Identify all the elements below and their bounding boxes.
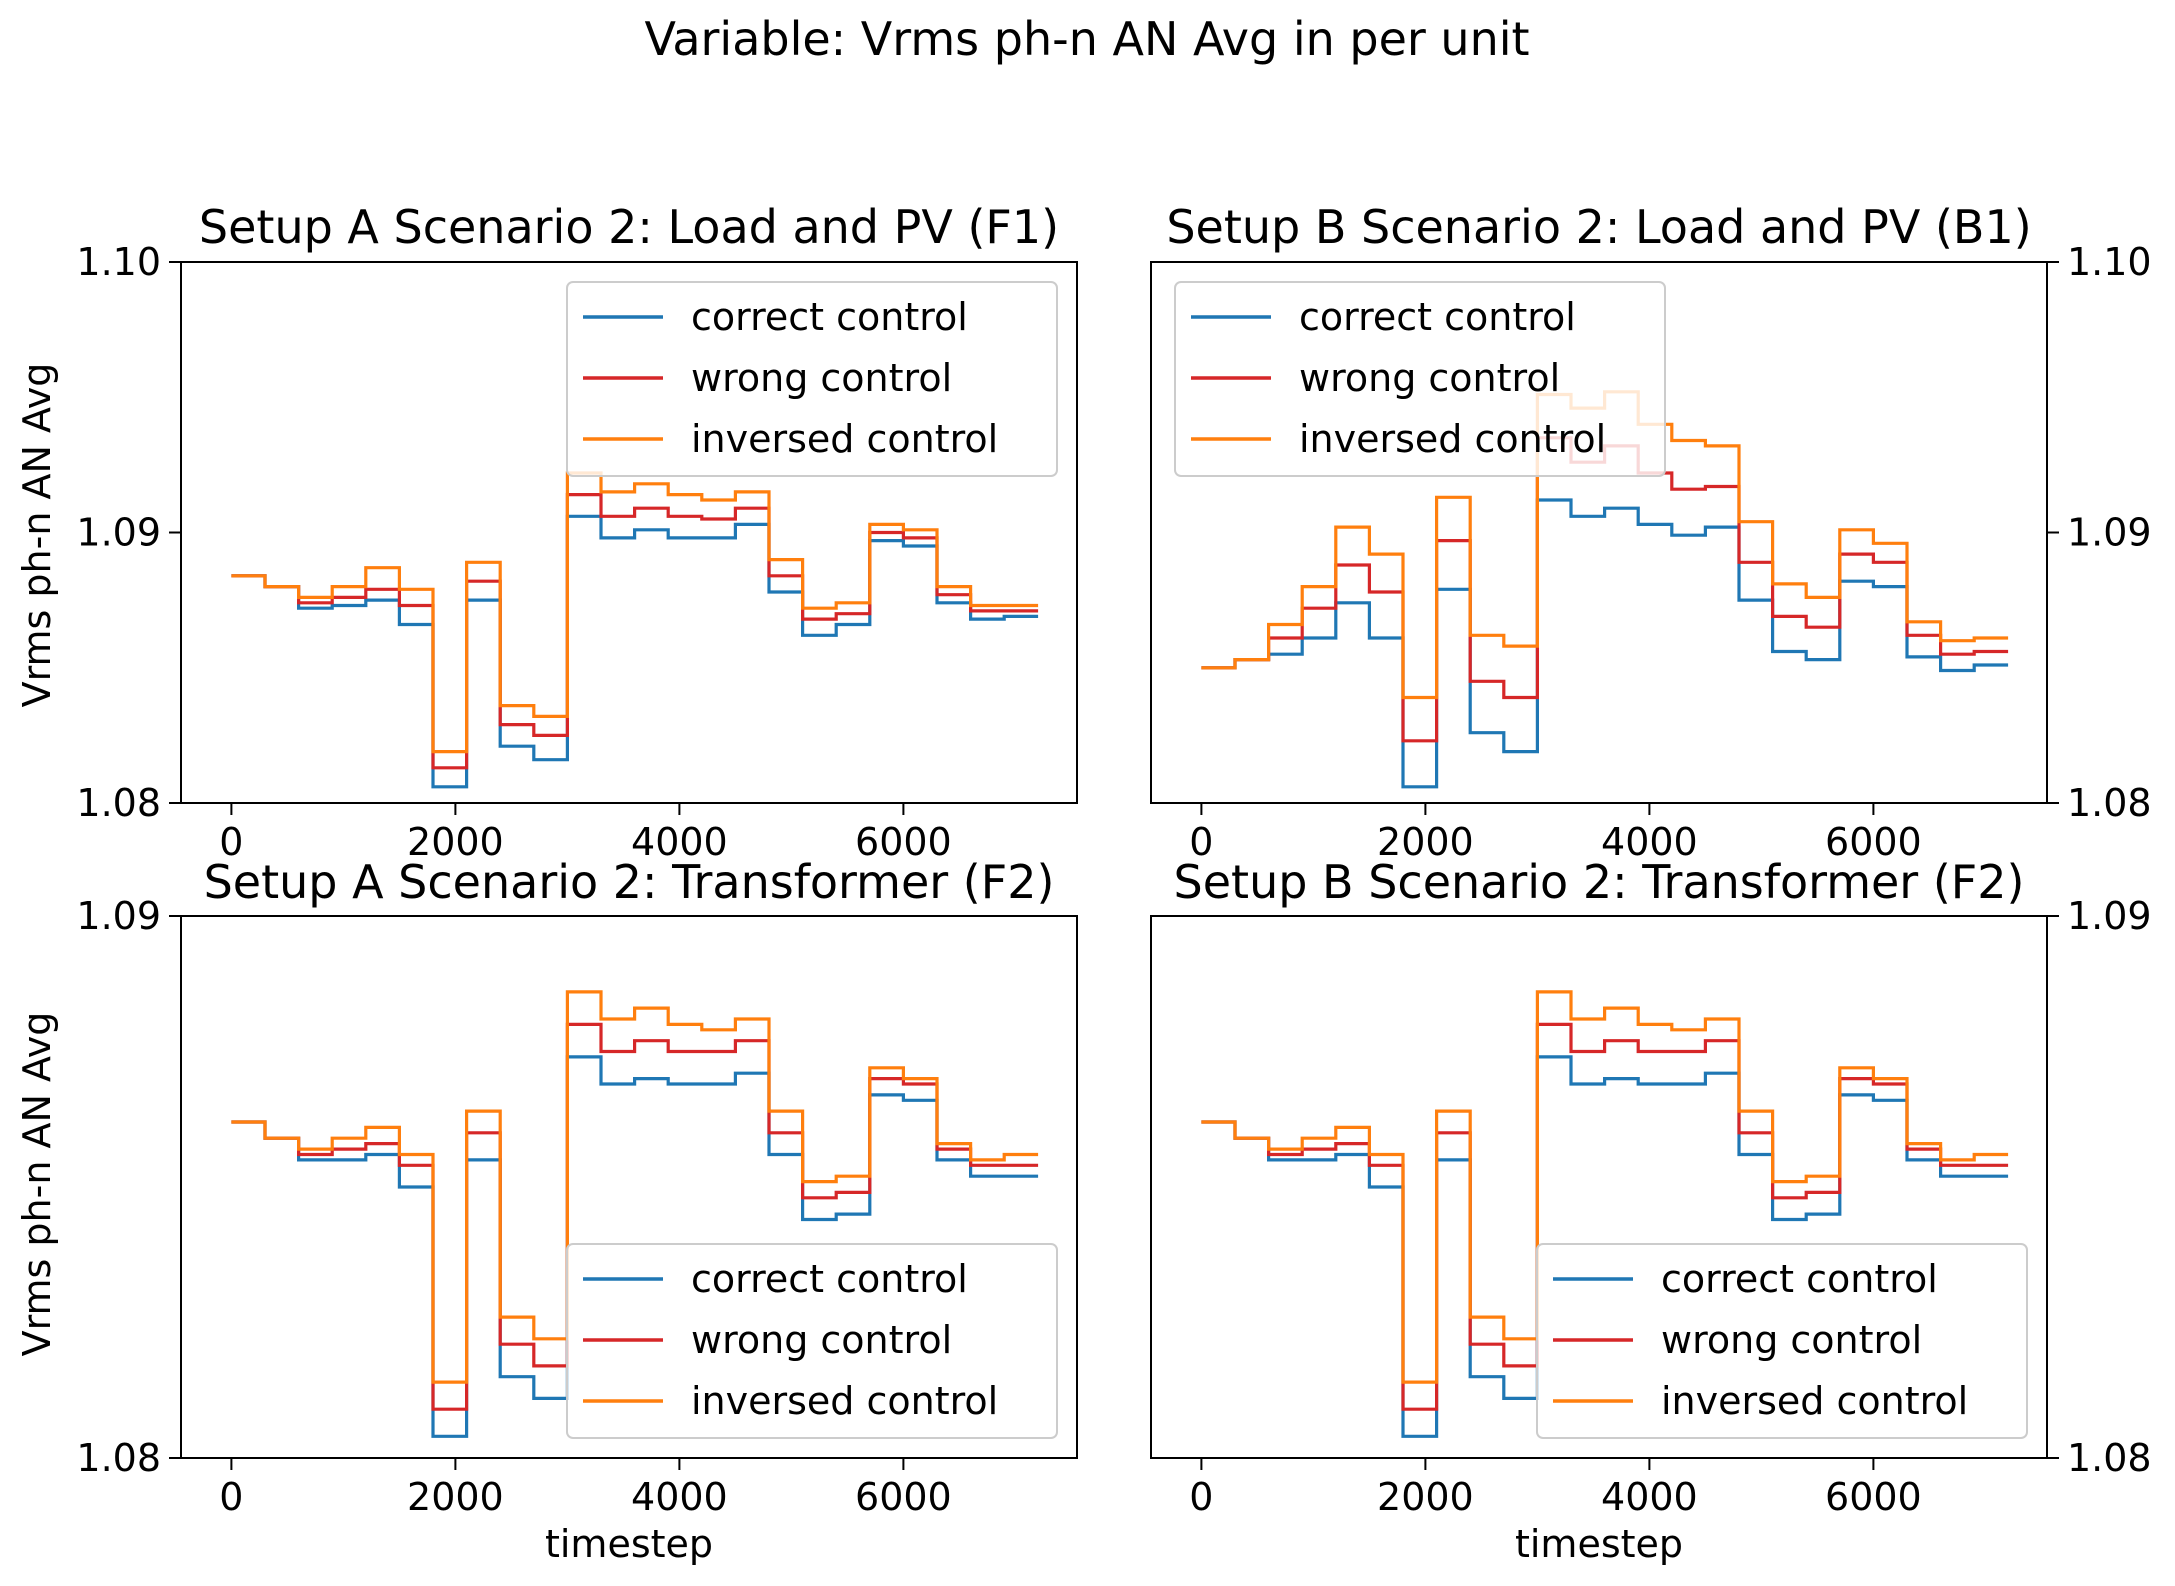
legend-label-wrong: wrong control — [691, 1318, 952, 1362]
y-tick-label: 1.10 — [2067, 240, 2152, 284]
panel-title: Setup A Scenario 2: Load and PV (F1) — [199, 200, 1059, 254]
legend-label-wrong: wrong control — [1299, 356, 1560, 400]
legend-box — [1536, 1243, 2028, 1439]
panel-setup-a-transformer: Setup A Scenario 2: Transformer (F2) Vrm… — [15, 855, 1078, 1566]
legend-label-correct: correct control — [1299, 295, 1576, 339]
x-tick-label: 4000 — [1601, 820, 1698, 864]
series-line-wrong — [1201, 436, 2009, 743]
panel-title: Setup A Scenario 2: Transformer (F2) — [204, 855, 1055, 909]
legend: correct control wrong control inversed con… — [1536, 1243, 2028, 1439]
y-tick-label: 1.09 — [76, 511, 161, 555]
plot-area: 0 2000 4000 6000 1.08 1.09 correct control wron… — [1150, 894, 2152, 1519]
legend-box — [566, 281, 1058, 477]
axes-frame — [1150, 915, 2048, 1459]
panel-setup-b-load-pv: Setup B Scenario 2: Load and PV (B1) 0 20… — [1150, 200, 2152, 864]
y-tick-label: 1.10 — [76, 240, 161, 284]
x-tick-label: 4000 — [1601, 1475, 1698, 1519]
x-tick-label: 4000 — [631, 820, 728, 864]
x-tick-label: 6000 — [1825, 1475, 1922, 1519]
x-tick-label: 6000 — [855, 820, 952, 864]
legend-label-inversed: inversed control — [1299, 417, 1606, 461]
x-tick-label: 0 — [1189, 1475, 1213, 1519]
legend-label-correct: correct control — [691, 295, 968, 339]
x-tick-label: 0 — [219, 820, 243, 864]
panel-title: Setup B Scenario 2: Load and PV (B1) — [1166, 200, 2031, 254]
legend-box — [566, 1243, 1058, 1439]
axes-frame — [180, 915, 1078, 1459]
x-tick-label: 0 — [219, 1475, 243, 1519]
panel-setup-a-load-pv: Setup A Scenario 2: Load and PV (F1) Vrm… — [15, 200, 1078, 864]
plot-area: 0 2000 4000 6000 1.08 1.09 1.10 correct control… — [76, 240, 1078, 864]
plot-area: 0 2000 4000 6000 1.08 1.09 correct control wron… — [76, 894, 1078, 1519]
y-tick-label: 1.08 — [2067, 781, 2152, 825]
y-tick-label: 1.08 — [76, 781, 161, 825]
x-tick-label: 2000 — [407, 1475, 504, 1519]
x-tick-label: 6000 — [1825, 820, 1922, 864]
y-tick-label: 1.09 — [76, 894, 161, 938]
y-axis-label: Vrms ph-n AN Avg — [15, 363, 59, 708]
series-line-inversed — [231, 990, 1039, 1384]
series-line-wrong — [1201, 1022, 2009, 1411]
plot-area: 0 2000 4000 6000 1.08 1.09 1.10 correct control… — [1150, 240, 2152, 864]
legend-label-inversed: inversed control — [691, 417, 998, 461]
y-tick-label: 1.09 — [2067, 894, 2152, 938]
series-line-inversed — [231, 471, 1039, 754]
panel-setup-b-transformer: Setup B Scenario 2: Transformer (F2) tim… — [1150, 855, 2152, 1566]
figure-suptitle: Variable: Vrms ph-n AN Avg in per unit — [644, 12, 1529, 66]
legend: correct control wrong control inversed con… — [1174, 281, 1666, 477]
legend: correct control wrong control inversed con… — [566, 1243, 1058, 1439]
y-tick-label: 1.09 — [2067, 511, 2152, 555]
y-tick-label: 1.08 — [2067, 1436, 2152, 1480]
series-line-correct — [231, 514, 1039, 789]
x-axis-label: timestep — [1515, 1522, 1683, 1566]
x-tick-label: 4000 — [631, 1475, 728, 1519]
x-axis-label: timestep — [545, 1522, 713, 1566]
panel-title: Setup B Scenario 2: Transformer (F2) — [1174, 855, 2025, 909]
legend-box — [1174, 281, 1666, 477]
legend-label-inversed: inversed control — [691, 1379, 998, 1423]
x-tick-label: 0 — [1189, 820, 1213, 864]
y-axis-label: Vrms ph-n AN Avg — [15, 1012, 59, 1357]
series-line-wrong — [231, 1022, 1039, 1411]
legend-label-correct: correct control — [1661, 1257, 1938, 1301]
x-tick-label: 2000 — [1377, 820, 1474, 864]
series-line-wrong — [231, 493, 1039, 770]
legend: correct control wrong control inversed con… — [566, 281, 1058, 477]
legend-label-wrong: wrong control — [1661, 1318, 1922, 1362]
legend-label-correct: correct control — [691, 1257, 968, 1301]
x-tick-label: 2000 — [407, 820, 504, 864]
legend-label-wrong: wrong control — [691, 356, 952, 400]
series-line-inversed — [1201, 990, 2009, 1384]
x-tick-label: 2000 — [1377, 1475, 1474, 1519]
y-tick-label: 1.08 — [76, 1436, 161, 1480]
x-tick-label: 6000 — [855, 1475, 952, 1519]
series-line-correct — [1201, 1055, 2009, 1438]
legend-label-inversed: inversed control — [1661, 1379, 1968, 1423]
series-line-correct — [231, 1055, 1039, 1438]
